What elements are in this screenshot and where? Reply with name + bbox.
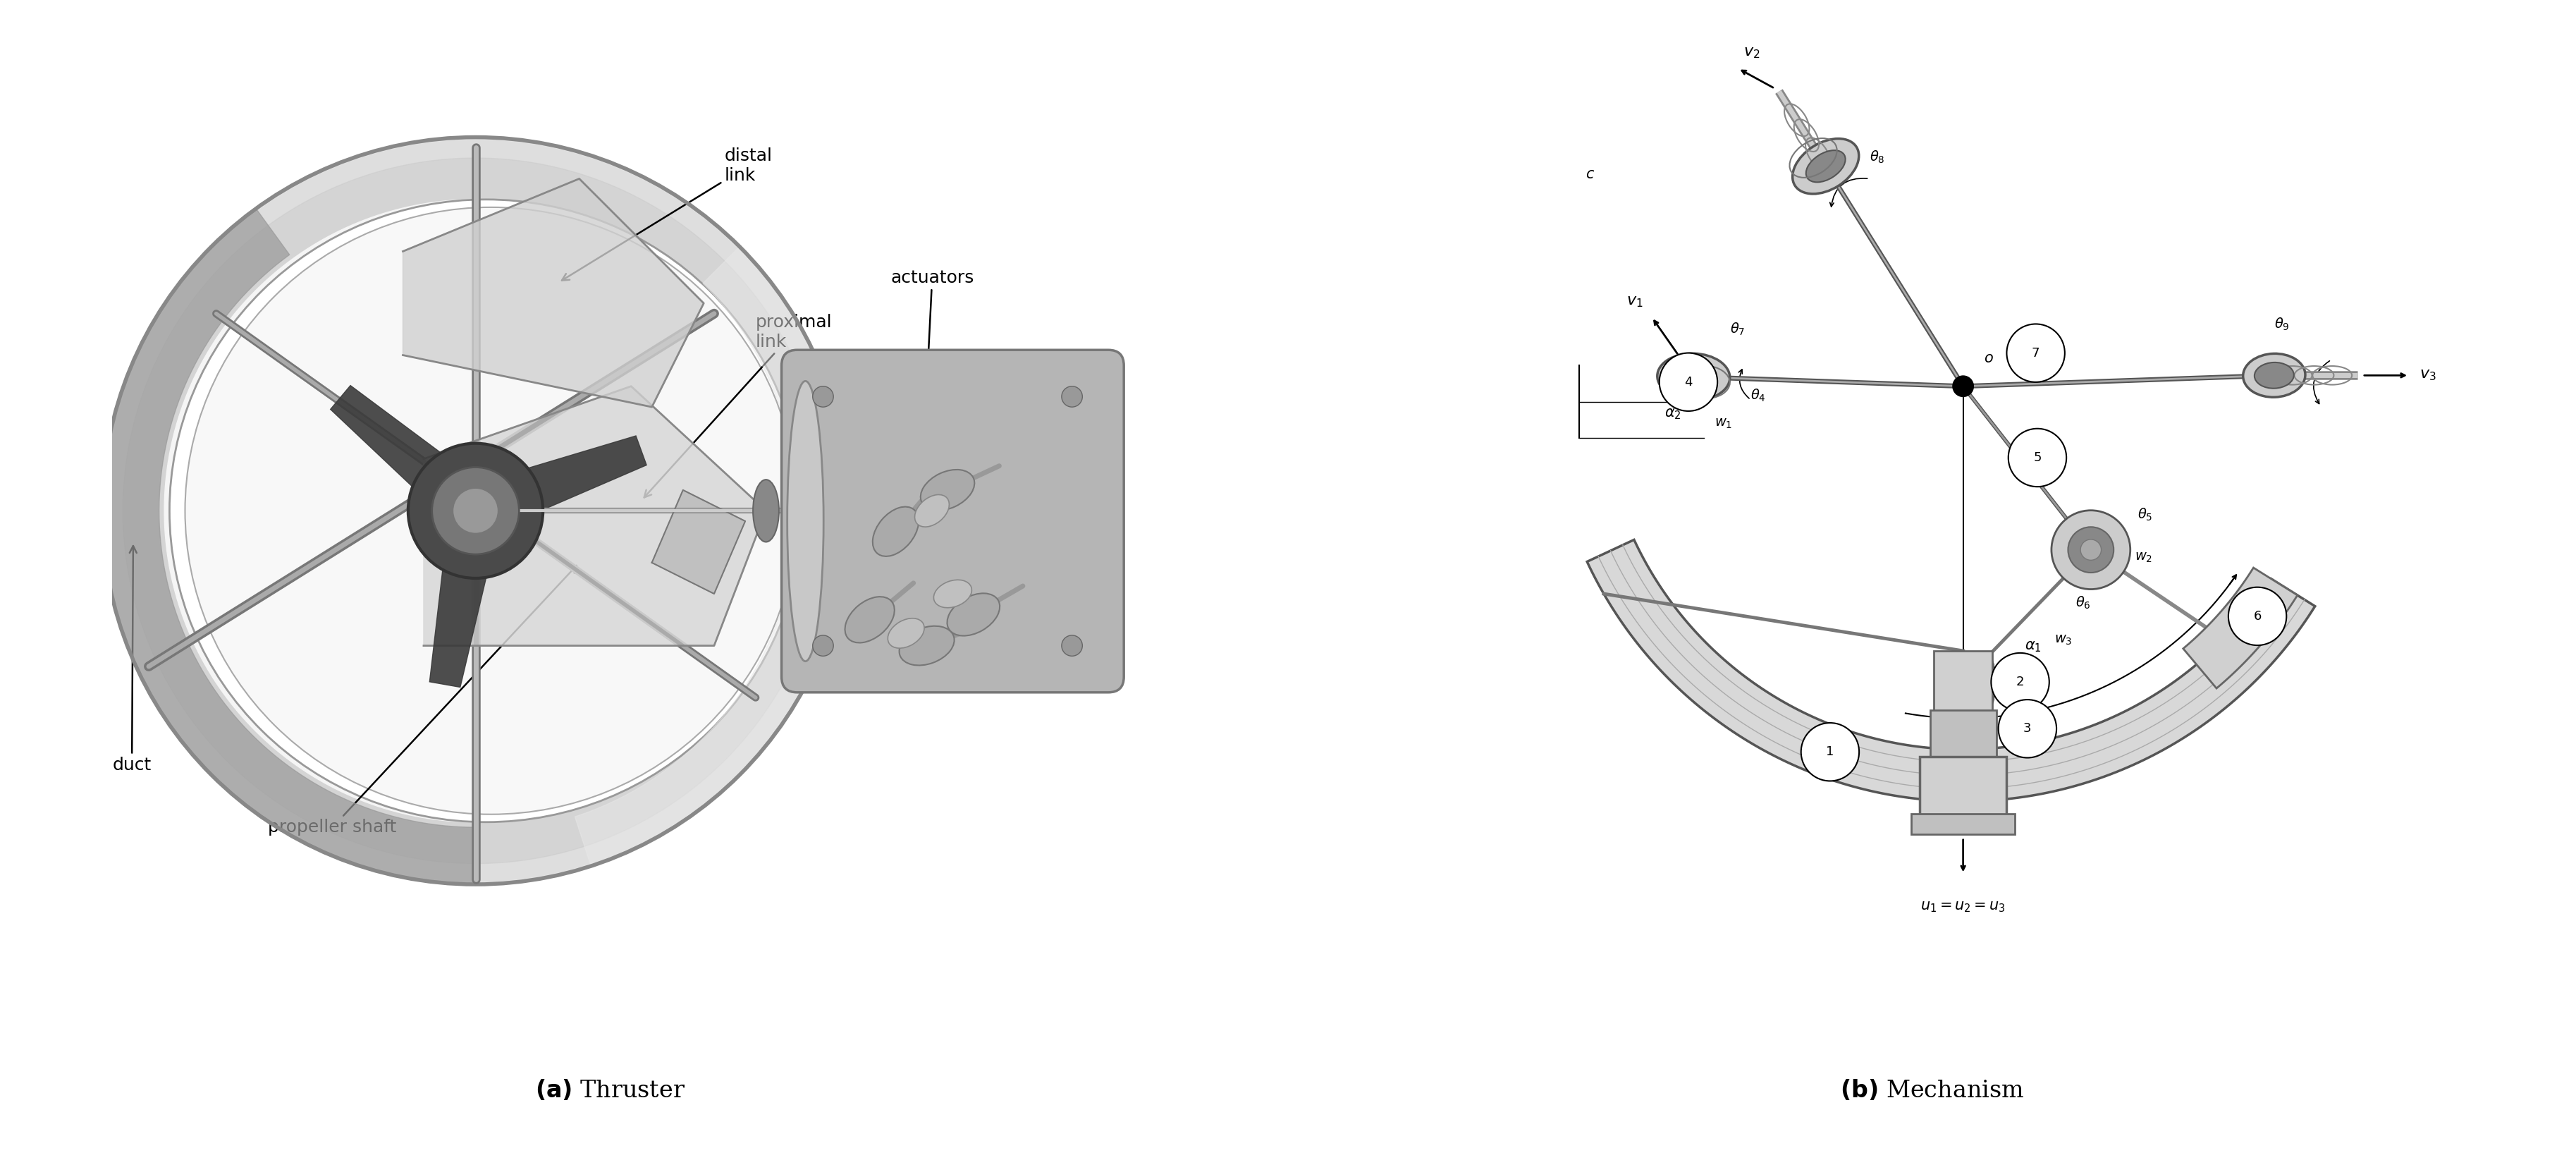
Text: $v_2$: $v_2$ [1744, 46, 1759, 60]
Text: $\mathbf{(b)}$ Mechanism: $\mathbf{(b)}$ Mechanism [1839, 1078, 2025, 1102]
Text: 1: 1 [1826, 746, 1834, 759]
Polygon shape [1587, 540, 2316, 801]
Polygon shape [422, 386, 765, 646]
Ellipse shape [933, 580, 971, 608]
Ellipse shape [788, 380, 824, 661]
Circle shape [1061, 635, 1082, 656]
Text: propeller shaft: propeller shaft [268, 565, 577, 836]
FancyBboxPatch shape [781, 351, 1123, 692]
Polygon shape [103, 209, 477, 884]
Text: $\theta_7$: $\theta_7$ [1731, 322, 1744, 337]
Ellipse shape [1656, 354, 1731, 400]
Text: $\theta_5$: $\theta_5$ [2138, 506, 2154, 522]
Text: 4: 4 [1685, 376, 1692, 389]
Circle shape [1999, 700, 2056, 758]
Circle shape [1991, 653, 2050, 711]
Polygon shape [2184, 567, 2298, 688]
Polygon shape [430, 558, 489, 687]
Text: $w_1$: $w_1$ [1713, 417, 1731, 430]
Polygon shape [103, 140, 848, 882]
Circle shape [2228, 587, 2287, 646]
Circle shape [433, 467, 520, 555]
Ellipse shape [1793, 138, 1860, 194]
Text: proximal
link: proximal link [644, 314, 832, 497]
Ellipse shape [899, 626, 953, 665]
Text: $\theta_4$: $\theta_4$ [1752, 387, 1767, 404]
Text: $w_2$: $w_2$ [2136, 550, 2151, 564]
Text: $w_3$: $w_3$ [2056, 633, 2074, 647]
Circle shape [811, 386, 835, 407]
Polygon shape [103, 137, 850, 884]
Text: $\theta_3$: $\theta_3$ [2014, 717, 2030, 732]
Text: $u_1=u_2=u_3$: $u_1=u_2=u_3$ [1922, 899, 2007, 914]
Polygon shape [515, 436, 647, 514]
Ellipse shape [185, 208, 796, 814]
Ellipse shape [845, 597, 894, 642]
Circle shape [407, 443, 544, 578]
Text: $v_3$: $v_3$ [2419, 368, 2437, 383]
Text: $\alpha_1$: $\alpha_1$ [2025, 640, 2040, 654]
Circle shape [2050, 511, 2130, 589]
Ellipse shape [1672, 364, 1716, 390]
Circle shape [1801, 723, 1860, 781]
Ellipse shape [920, 469, 974, 511]
Polygon shape [1919, 756, 2007, 816]
Text: o: o [1984, 352, 1994, 366]
Ellipse shape [752, 480, 778, 542]
Polygon shape [652, 490, 744, 594]
Circle shape [1061, 386, 1082, 407]
Text: 5: 5 [2032, 451, 2040, 464]
Text: $\theta_9$: $\theta_9$ [2275, 317, 2290, 332]
Polygon shape [1929, 710, 1996, 760]
Ellipse shape [914, 495, 948, 527]
Text: actuators: actuators [891, 269, 974, 487]
Ellipse shape [2254, 362, 2293, 389]
Polygon shape [330, 385, 451, 495]
Ellipse shape [2244, 354, 2306, 397]
Circle shape [2009, 429, 2066, 487]
Polygon shape [165, 199, 786, 822]
Polygon shape [574, 247, 850, 866]
Polygon shape [402, 179, 703, 407]
Ellipse shape [889, 618, 925, 648]
Circle shape [1953, 376, 1973, 397]
Ellipse shape [1806, 150, 1844, 182]
Ellipse shape [948, 594, 999, 635]
Circle shape [811, 635, 835, 656]
Polygon shape [124, 158, 829, 864]
Text: $\theta_8$: $\theta_8$ [1870, 149, 1886, 165]
Circle shape [2007, 324, 2066, 382]
Text: c: c [1587, 167, 1595, 181]
Text: 6: 6 [2254, 610, 2262, 623]
Text: 7: 7 [2032, 347, 2040, 360]
Text: $\alpha_2$: $\alpha_2$ [1664, 407, 1682, 421]
Text: $\theta_2$: $\theta_2$ [2014, 686, 2030, 701]
Text: 3: 3 [2022, 722, 2032, 736]
Text: $v_1$: $v_1$ [1625, 294, 1643, 309]
Text: distal
link: distal link [562, 148, 773, 280]
Text: 2: 2 [2017, 676, 2025, 688]
Polygon shape [1935, 650, 1991, 713]
Circle shape [2069, 527, 2115, 573]
Text: $\mathbf{(a)}$ Thruster: $\mathbf{(a)}$ Thruster [536, 1078, 685, 1102]
Text: duct: duct [113, 545, 152, 774]
Circle shape [2081, 540, 2102, 560]
Ellipse shape [170, 199, 801, 822]
Polygon shape [1911, 814, 2014, 835]
Circle shape [453, 488, 497, 534]
Ellipse shape [873, 507, 920, 556]
Text: $\theta_1$: $\theta_1$ [2014, 655, 2030, 670]
Text: $\theta_6$: $\theta_6$ [2076, 595, 2092, 611]
Circle shape [1659, 353, 1718, 412]
